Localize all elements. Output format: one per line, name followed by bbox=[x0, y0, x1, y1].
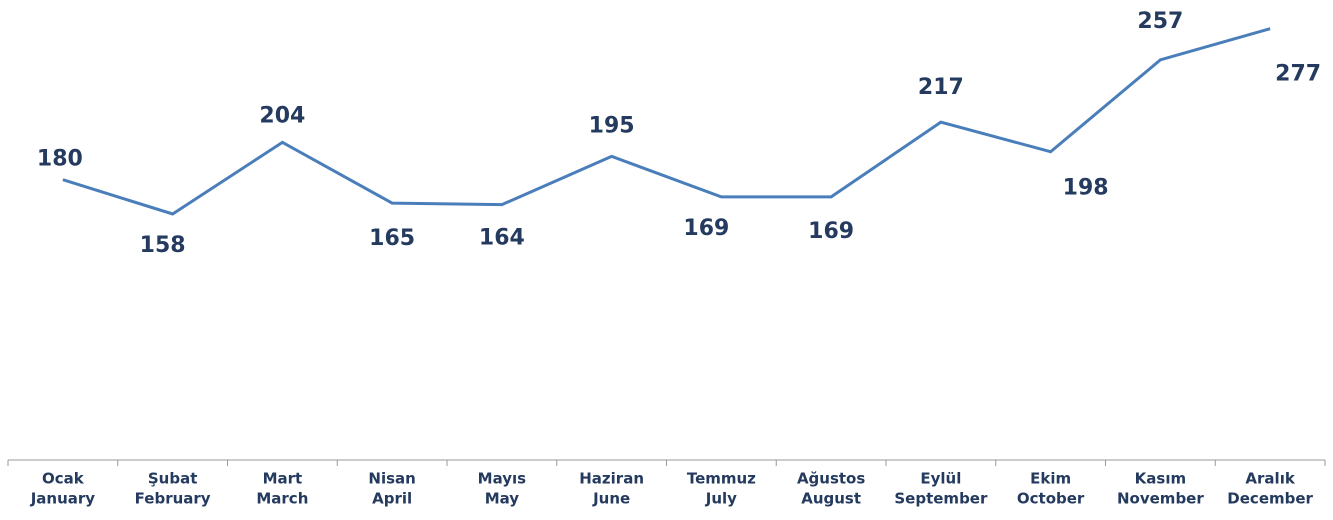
x-tick-label: Şubat bbox=[148, 470, 198, 488]
x-tick-label: August bbox=[801, 490, 861, 508]
x-tick-label: February bbox=[135, 490, 211, 508]
data-label: 204 bbox=[259, 103, 305, 128]
data-label: 180 bbox=[37, 147, 83, 172]
x-tick-label: Aralık bbox=[1245, 470, 1295, 488]
x-tick-label: March bbox=[256, 490, 308, 508]
x-tick-label: October bbox=[1017, 490, 1085, 508]
data-label: 165 bbox=[369, 226, 415, 251]
data-label: 169 bbox=[808, 219, 854, 244]
data-label: 198 bbox=[1063, 176, 1109, 201]
x-tick-label: Ocak bbox=[42, 470, 85, 488]
x-tick-label: Eylül bbox=[920, 470, 961, 488]
x-tick-label: Mart bbox=[263, 470, 303, 488]
x-tick-label: November bbox=[1117, 490, 1204, 508]
x-tick-label: September bbox=[894, 490, 988, 508]
x-tick-label: Ekim bbox=[1030, 470, 1071, 488]
data-label: 277 bbox=[1275, 62, 1321, 87]
x-tick-label: December bbox=[1227, 490, 1313, 508]
data-label: 257 bbox=[1137, 9, 1183, 34]
x-tick-label: April bbox=[372, 490, 412, 508]
data-line bbox=[62, 27, 1271, 216]
x-tick-label: Nisan bbox=[368, 470, 415, 488]
data-label: 158 bbox=[140, 233, 186, 258]
x-tick-label: Kasım bbox=[1135, 470, 1186, 488]
x-tick-label: Ağustos bbox=[797, 470, 865, 488]
data-label: 164 bbox=[479, 226, 525, 251]
data-label: 169 bbox=[683, 216, 729, 241]
data-label: 217 bbox=[918, 75, 964, 100]
x-tick-label: January bbox=[30, 490, 96, 508]
x-tick-label: Mayıs bbox=[478, 470, 527, 488]
x-tick-label: June bbox=[592, 490, 630, 508]
data-label: 195 bbox=[589, 113, 635, 138]
x-tick-label: Temmuz bbox=[687, 470, 756, 488]
x-tick-label: May bbox=[485, 490, 520, 508]
x-tick-label: Haziran bbox=[579, 470, 644, 488]
x-tick-label: July bbox=[705, 490, 737, 508]
